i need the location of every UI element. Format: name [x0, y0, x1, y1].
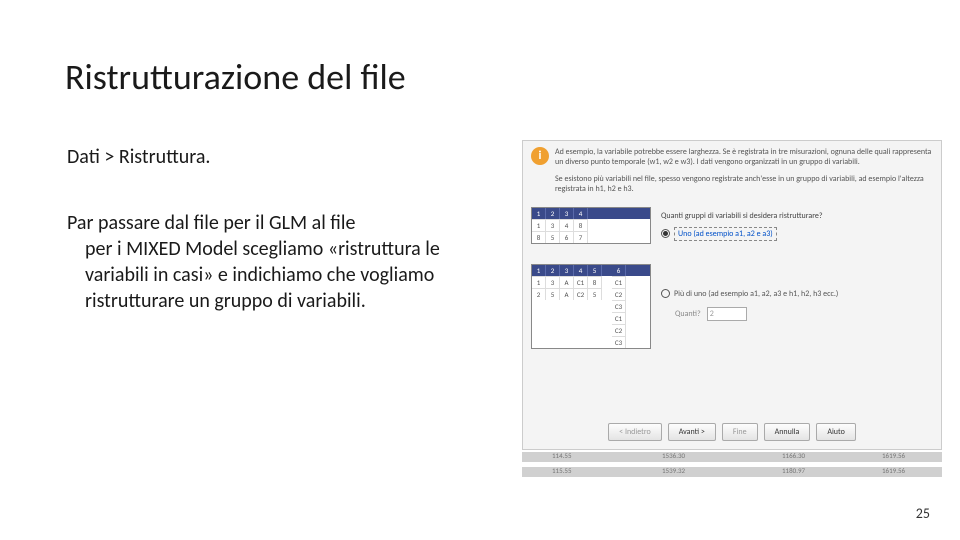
- page-number: 25: [916, 505, 930, 522]
- info-text-2: Se esistono più variabili nel file, spes…: [555, 174, 933, 195]
- body-rest: per i MIXED Model scegliamo «ristruttura…: [67, 236, 467, 314]
- breadcrumb-text: Dati > Ristruttura.: [67, 145, 210, 169]
- count-field-row: Quanti? 2: [675, 307, 933, 321]
- dialog-question: Quanti gruppi di variabili si desidera r…: [661, 211, 933, 221]
- body-paragraph: Par passare dal file per il GLM al file …: [67, 210, 467, 314]
- next-button[interactable]: Avanti >: [668, 423, 716, 441]
- body-line1: Par passare dal file per il GLM al file: [67, 211, 355, 235]
- dialog-illustrations: 1234 1348 8567 123 13A 25A 45 C18 C25 6 …: [531, 207, 651, 369]
- cancel-button[interactable]: Annulla: [764, 423, 811, 441]
- radio-icon: [661, 289, 670, 298]
- info-icon: i: [531, 147, 549, 165]
- back-button[interactable]: < Indietro: [608, 423, 662, 441]
- illustration-table-1: 1234 1348 8567: [531, 207, 651, 244]
- count-label: Quanti?: [675, 309, 701, 319]
- restructure-dialog: i Ad esempio, la variabile potrebbe esse…: [522, 140, 942, 450]
- dialog-info-area: i Ad esempio, la variabile potrebbe esse…: [523, 141, 941, 199]
- dialog-info-text: Ad esempio, la variabile potrebbe essere…: [555, 147, 933, 195]
- slide-title: Ristrutturazione del file: [65, 55, 406, 99]
- info-text-1: Ad esempio, la variabile potrebbe essere…: [555, 147, 933, 168]
- dialog-body: 1234 1348 8567 123 13A 25A 45 C18 C25 6 …: [523, 199, 941, 377]
- dialog-options: Quanti gruppi di variabili si desidera r…: [661, 207, 933, 369]
- help-button[interactable]: Aiuto: [816, 423, 856, 441]
- radio-icon: [661, 229, 670, 238]
- finish-button[interactable]: Fine: [722, 423, 758, 441]
- spreadsheet-bar-1: 114.55 1536.30 1166.30 1619.56: [522, 452, 942, 462]
- radio-one-group[interactable]: Uno (ad esempio a1, a2 e a3): [661, 227, 933, 241]
- illustration-table-2: 123 13A 25A 45 C18 C25 6 C1 C2 C3 C1 C2 …: [531, 264, 651, 349]
- radio-one-label: Uno (ad esempio a1, a2 e a3): [674, 227, 777, 241]
- radio-multi-label: Più di uno (ad esempio a1, a2, a3 e h1, …: [674, 289, 838, 299]
- count-input[interactable]: 2: [707, 307, 747, 321]
- spreadsheet-bar-2: 115.55 1539.32 1180.97 1619.56: [522, 467, 942, 477]
- dialog-button-bar: < Indietro Avanti > Fine Annulla Aiuto: [523, 423, 941, 441]
- radio-multi-group[interactable]: Più di uno (ad esempio a1, a2, a3 e h1, …: [661, 289, 933, 299]
